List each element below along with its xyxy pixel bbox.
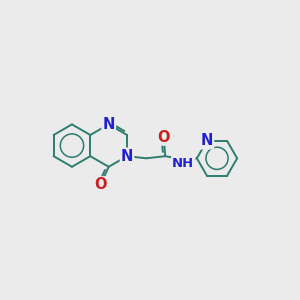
Text: O: O xyxy=(94,177,107,192)
Text: N: N xyxy=(103,117,115,132)
Text: N: N xyxy=(201,134,213,148)
Text: NH: NH xyxy=(172,157,194,170)
Text: N: N xyxy=(121,149,133,164)
Text: O: O xyxy=(158,130,170,145)
